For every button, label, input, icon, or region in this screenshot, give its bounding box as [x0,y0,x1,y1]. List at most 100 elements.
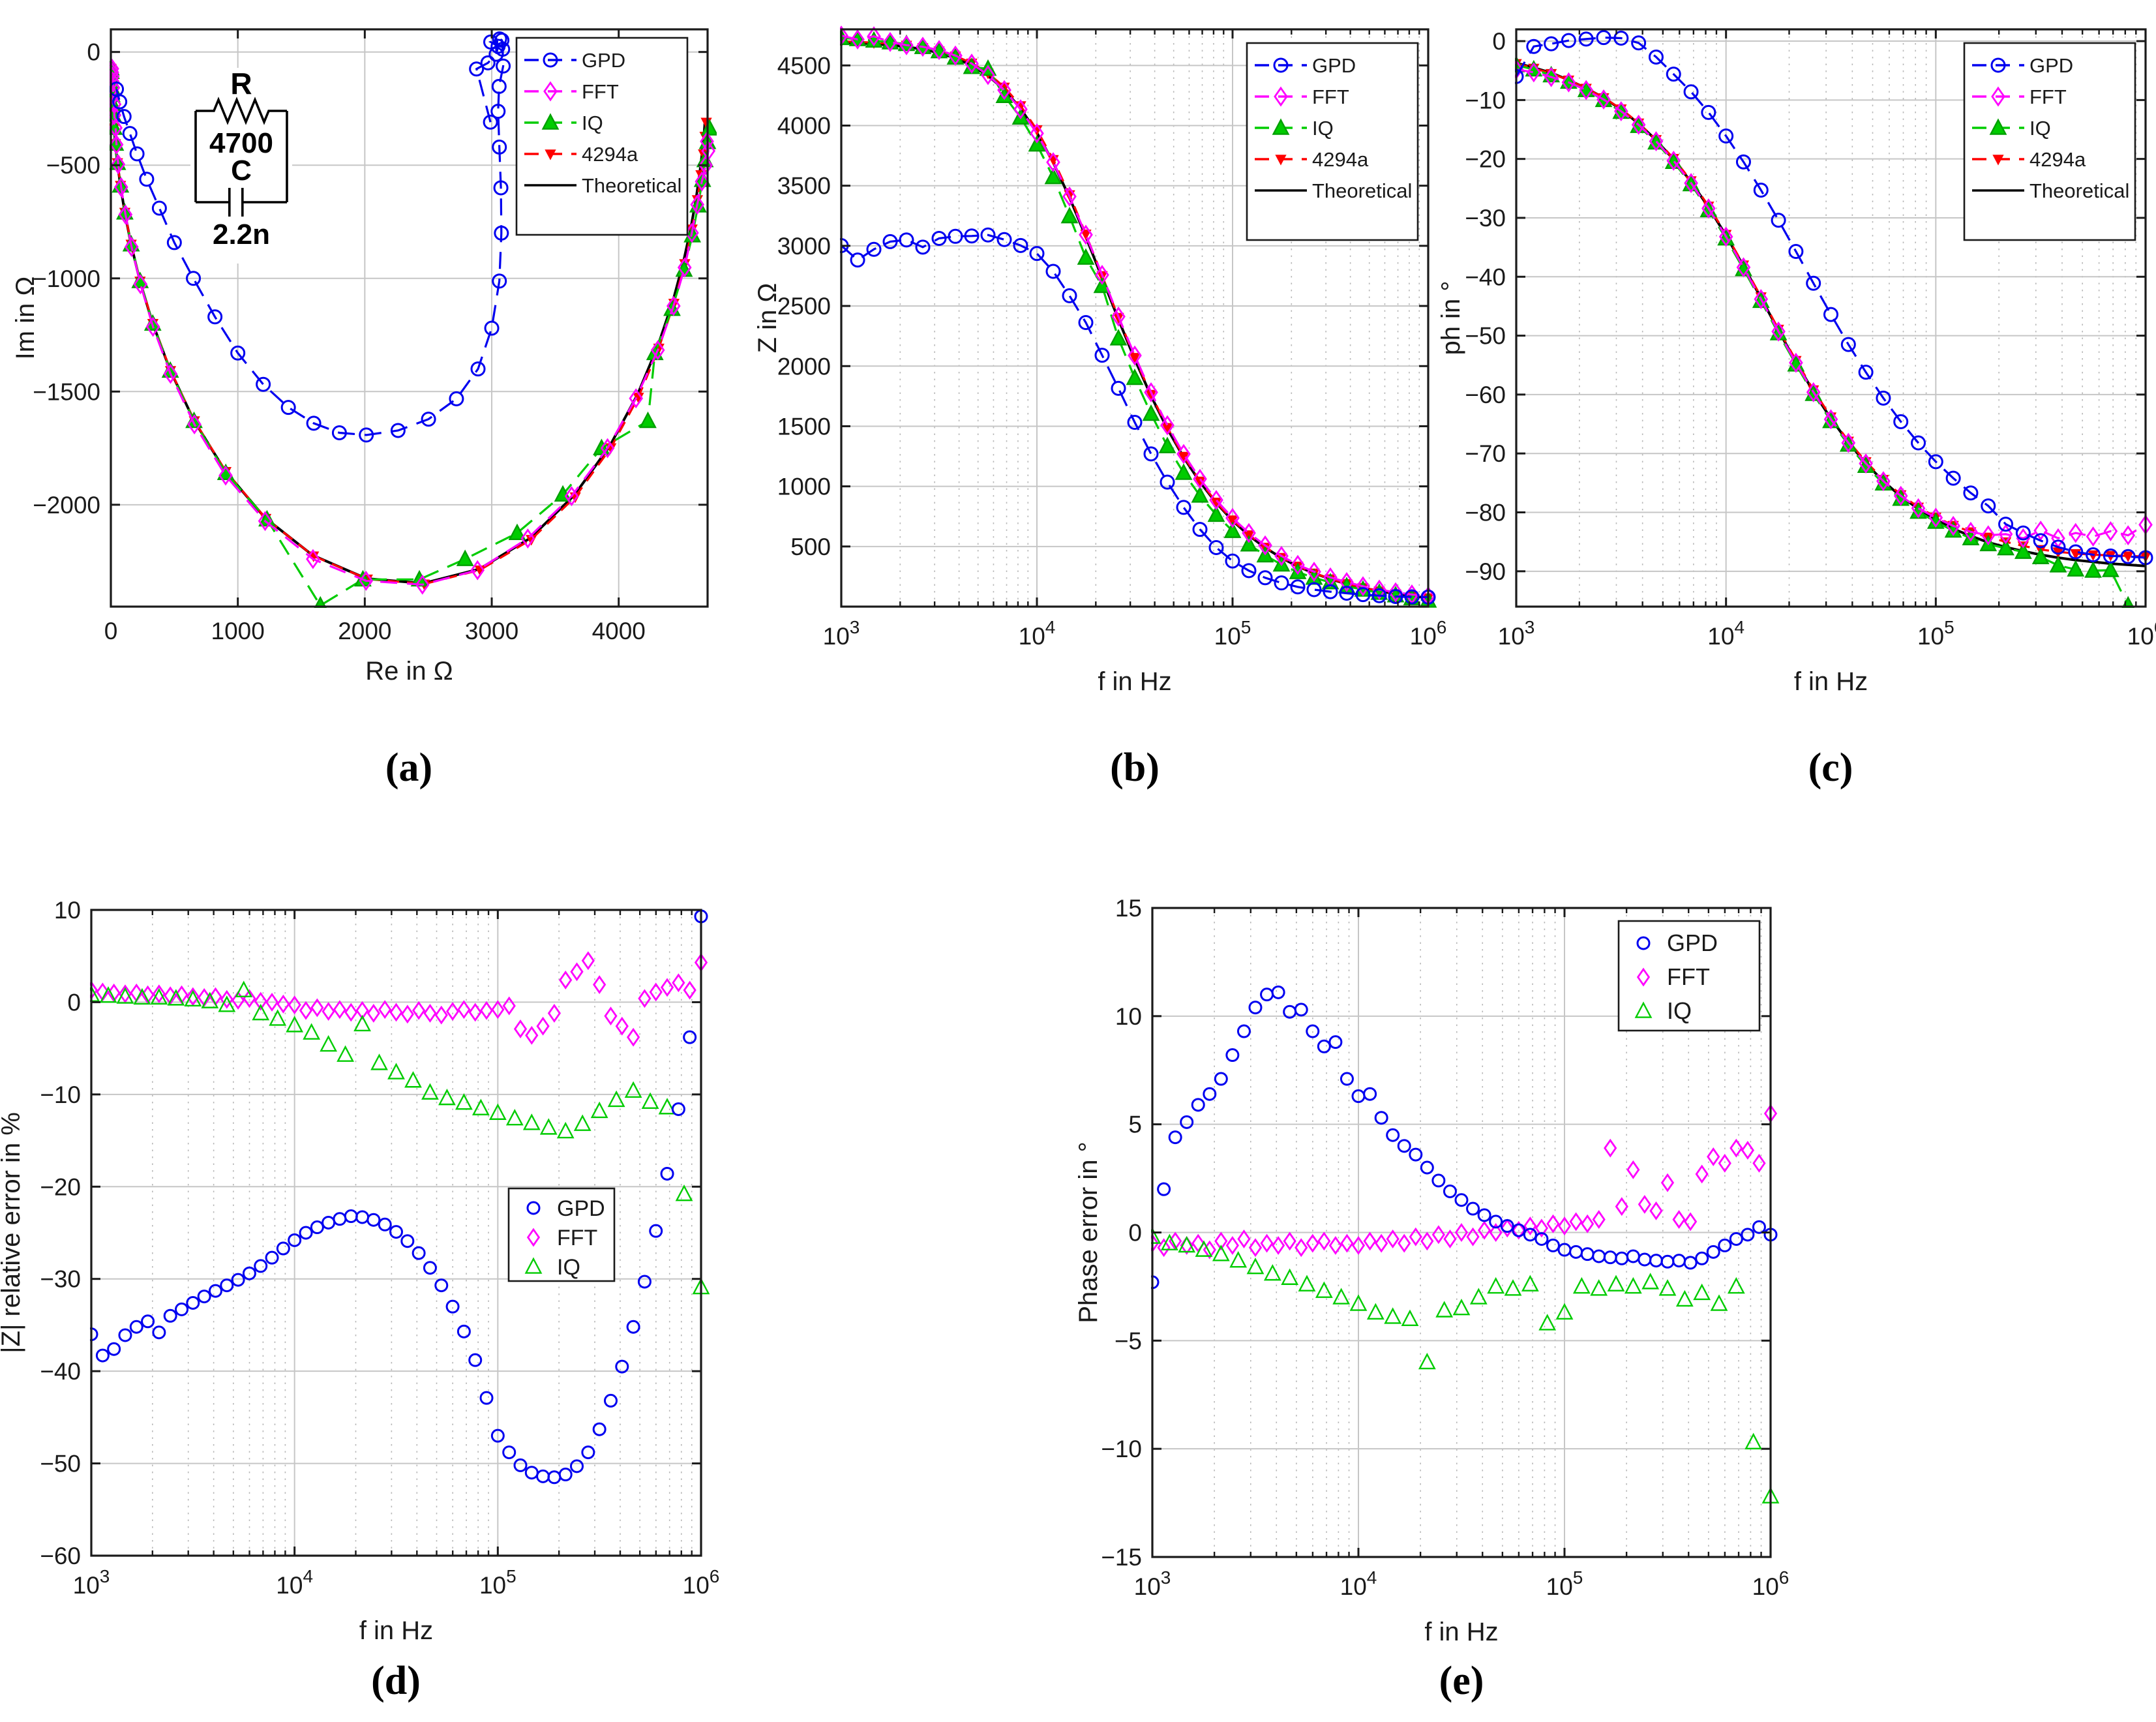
svg-text:GPD: GPD [1667,929,1718,956]
series-c [1515,30,2153,608]
legend-d: GPD FFT IQ [507,1187,616,1282]
svg-text:f in Hz: f in Hz [1794,667,1868,696]
svg-text:f in Hz: f in Hz [1424,1618,1498,1646]
svg-text:FFT: FFT [582,80,619,103]
svg-text:IQ: IQ [1667,997,1692,1024]
svg-text:500: 500 [790,534,831,560]
legend-a: GPD FFT IQ 4294a Theoretical [515,37,689,236]
svg-text:4294a: 4294a [582,143,638,166]
svg-text:Theoretical: Theoretical [582,174,681,197]
svg-text:−5: −5 [1115,1327,1142,1354]
ticks-b [840,29,1430,607]
grid-c [1516,29,2146,607]
caption-e: (e) [1439,1659,1484,1703]
svg-text:C: C [231,155,252,187]
svg-text:f in Hz: f in Hz [1098,667,1171,696]
svg-text:−500: −500 [46,152,100,179]
svg-text:−10: −10 [40,1081,81,1108]
svg-text:−70: −70 [1465,440,1506,467]
svg-text:f in Hz: f in Hz [359,1616,433,1645]
svg-text:3500: 3500 [777,173,831,200]
svg-text:1000: 1000 [211,618,265,644]
ticks-e [1151,907,1772,1558]
svg-text:106: 106 [1752,1567,1789,1600]
axis-labels-c: 103 104 105 106 0 −10 −20 −30 −40 −50 −60 −70 −80 −90… [1437,28,2156,696]
svg-text:4700: 4700 [209,127,273,159]
svg-text:FFT: FFT [557,1226,597,1250]
svg-text:4294a: 4294a [1312,148,1369,171]
svg-text:1500: 1500 [777,413,831,440]
svg-text:−1500: −1500 [33,378,100,405]
svg-text:1000: 1000 [777,474,831,500]
svg-text:−30: −30 [1465,205,1506,232]
svg-text:GPD: GPD [582,49,625,72]
svg-text:15: 15 [1115,895,1142,922]
svg-text:−20: −20 [1465,146,1506,173]
caption-c: (c) [1808,746,1853,790]
svg-text:−40: −40 [1465,264,1506,290]
caption-a: (a) [385,746,433,790]
ticks-a [110,29,708,607]
svg-text:103: 103 [73,1566,110,1599]
chart-d: 103 104 105 106 10 0 −10 −20 −30 −40 −50 −60 f in Hz… [0,897,719,1645]
svg-text:−2000: −2000 [33,492,100,519]
svg-text:104: 104 [1340,1567,1377,1600]
svg-text:FFT: FFT [1312,85,1349,108]
svg-text:−15: −15 [1101,1544,1142,1571]
svg-text:3000: 3000 [777,233,831,260]
svg-text:104: 104 [1019,617,1056,650]
svg-text:−50: −50 [1465,323,1506,350]
ticks-d [90,909,702,1557]
axis-labels-d: 103 104 105 106 10 0 −10 −20 −30 −40 −50 −60 f in Hz… [0,897,719,1645]
svg-text:−1000: −1000 [33,265,100,292]
svg-text:0: 0 [1128,1220,1142,1246]
svg-text:10: 10 [1115,1003,1142,1030]
svg-text:4000: 4000 [592,618,646,644]
svg-text:GPD: GPD [2029,54,2073,77]
grid-e [1152,908,1771,1557]
svg-text:|Z| relative error in %: |Z| relative error in % [0,1112,25,1353]
svg-text:Z in Ω: Z in Ω [753,283,782,354]
svg-text:2000: 2000 [777,353,831,380]
caption-d: (d) [371,1659,421,1703]
svg-text:Theoretical: Theoretical [2029,179,2129,202]
svg-text:103: 103 [823,617,860,650]
legend-c: GPD FFT IQ 4294a Theoretical [1963,42,2136,241]
series-d [90,909,710,1485]
chart-c: 103 104 105 106 0 −10 −20 −30 −40 −50 −60 −70 −80 −90… [1437,28,2156,696]
svg-text:Im in Ω: Im in Ω [11,277,40,360]
svg-text:GPD: GPD [1312,54,1356,77]
svg-text:0: 0 [1492,28,1506,55]
svg-text:−80: −80 [1465,500,1506,526]
svg-text:105: 105 [1917,617,1954,650]
svg-text:106: 106 [683,1566,720,1599]
caption-b: (b) [1110,746,1160,790]
axis-labels-b: 103 104 105 106 4500 4000 3500 3000 2500 2000 1500… [753,52,1446,696]
svg-text:2.2n: 2.2n [213,219,270,250]
legend-b: GPD FFT IQ 4294a Theoretical [1246,42,1419,241]
svg-text:−30: −30 [40,1266,81,1293]
svg-text:ph in °: ph in ° [1437,281,1465,355]
svg-text:5: 5 [1128,1111,1142,1138]
svg-text:10: 10 [54,897,81,924]
svg-text:106: 106 [1410,617,1447,650]
chart-b: 103 104 105 106 4500 4000 3500 3000 2500 2000 1500… [753,25,1446,696]
svg-text:Re in Ω: Re in Ω [365,657,453,686]
svg-text:106: 106 [2127,617,2156,650]
svg-text:−10: −10 [1101,1436,1142,1462]
svg-text:103: 103 [1134,1567,1171,1600]
svg-text:2000: 2000 [338,618,391,644]
svg-text:IQ: IQ [2029,117,2051,140]
svg-text:−20: −20 [40,1173,81,1200]
ticks-c [1515,29,2147,607]
svg-text:FFT: FFT [1667,963,1710,990]
axis-labels-a: 0 1000 2000 3000 4000 0 −500 −1000 −1500 −2000 Re … [11,39,646,686]
svg-text:−60: −60 [1465,382,1506,408]
svg-text:4000: 4000 [777,113,831,140]
svg-text:103: 103 [1498,617,1535,650]
svg-text:R: R [230,67,252,100]
